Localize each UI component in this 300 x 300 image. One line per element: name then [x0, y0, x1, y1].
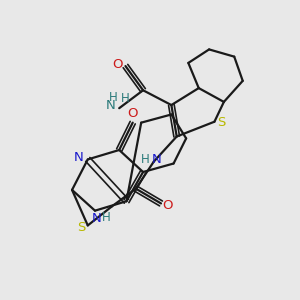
Text: S: S: [77, 221, 85, 235]
Text: H: H: [109, 91, 118, 104]
Text: N: N: [106, 99, 115, 112]
Text: N: N: [152, 153, 162, 166]
Text: O: O: [163, 199, 173, 212]
Text: H: H: [102, 211, 110, 224]
Text: O: O: [127, 107, 137, 120]
Text: N: N: [92, 212, 102, 225]
Text: S: S: [217, 116, 226, 129]
Text: N: N: [74, 151, 84, 164]
Text: H: H: [121, 92, 129, 105]
Text: O: O: [112, 58, 123, 71]
Text: H: H: [141, 153, 149, 166]
